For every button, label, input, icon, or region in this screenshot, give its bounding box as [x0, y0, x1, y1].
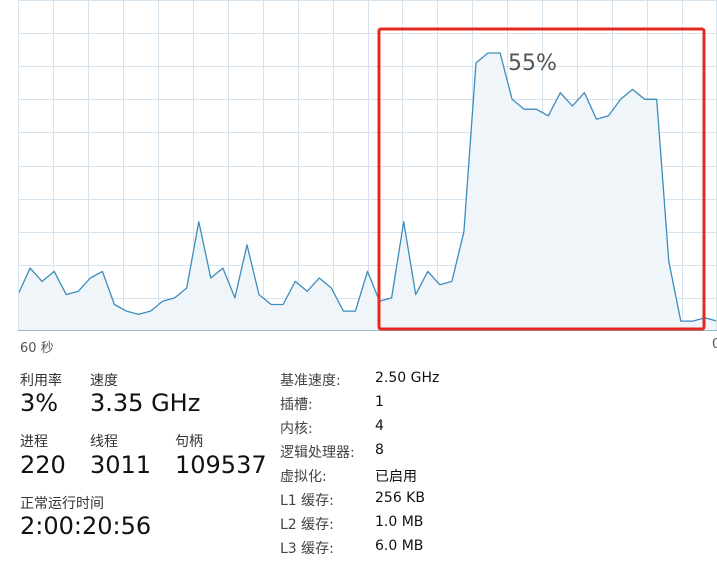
logical-processors-label: 逻辑处理器: [280, 445, 355, 461]
l1-cache-label: L1 缓存: [280, 493, 334, 509]
graph-time-start-label: 60 秒 [20, 341, 54, 356]
uptime-value: 2:00:20:56 [20, 512, 152, 540]
sockets-value: 1 [375, 394, 384, 410]
graph-time-end-label: 0 [712, 337, 717, 352]
threads-label: 线程 [90, 434, 118, 450]
base-speed-value: 2.50 GHz [375, 370, 440, 386]
virtualization-label: 虚拟化: [280, 469, 327, 485]
threads-value: 3011 [90, 451, 152, 479]
l3-cache-label: L3 缓存: [280, 541, 334, 557]
virtualization-value: 已启用 [375, 469, 417, 485]
l2-cache-value: 1.0 MB [375, 514, 424, 530]
highlight-box [377, 27, 706, 331]
cpu-utilization-graph: 55% [18, 0, 717, 331]
cpu-graph-svg: 55% [18, 0, 717, 331]
base-speed-label: 基准速度: [280, 373, 341, 389]
speed-label: 速度 [90, 373, 118, 389]
cores-label: 内核: [280, 421, 313, 437]
utilization-label: 利用率 [20, 373, 62, 389]
utilization-value: 3% [20, 389, 59, 417]
cpu-usage-area [18, 53, 717, 331]
processes-label: 进程 [20, 434, 48, 450]
l1-cache-value: 256 KB [375, 490, 425, 506]
cores-value: 4 [375, 418, 384, 434]
handles-value: 109537 [175, 451, 267, 479]
l2-cache-label: L2 缓存: [280, 517, 334, 533]
highlight-percentage-label: 55% [508, 51, 557, 76]
cpu-usage-line [18, 52, 717, 322]
handles-label: 句柄 [175, 434, 203, 450]
l3-cache-value: 6.0 MB [375, 538, 424, 554]
logical-processors-value: 8 [375, 442, 384, 458]
processes-value: 220 [20, 451, 66, 479]
sockets-label: 插槽: [280, 397, 313, 413]
uptime-label: 正常运行时间 [20, 496, 104, 512]
speed-value: 3.35 GHz [90, 389, 201, 417]
